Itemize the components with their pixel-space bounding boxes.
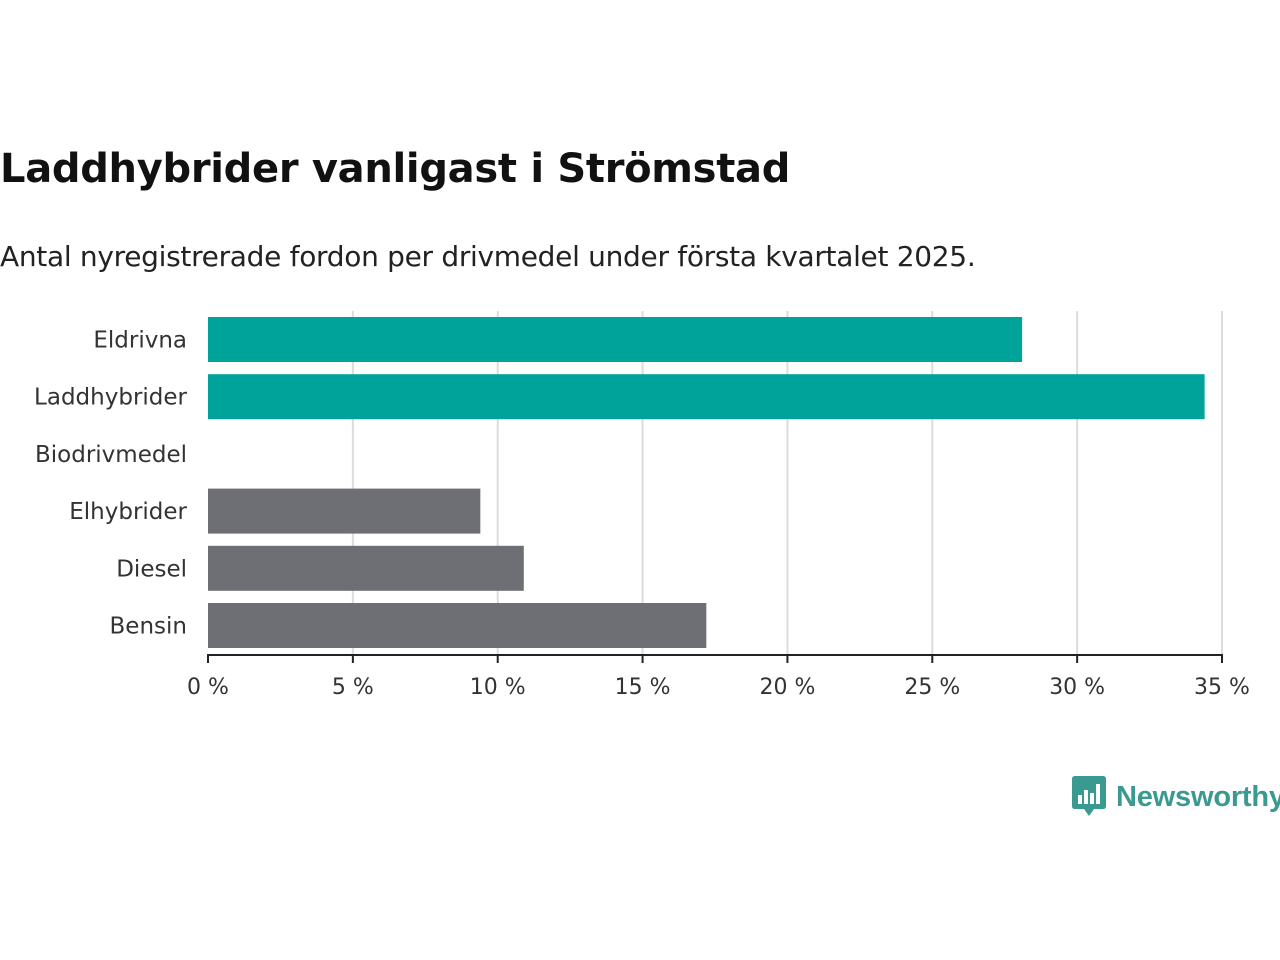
bars (208, 317, 1205, 648)
chart-subtitle: Antal nyregistrerade fordon per drivmede… (0, 240, 976, 273)
category-label: Biodrivmedel (35, 442, 187, 468)
category-label: Elhybrider (69, 499, 187, 525)
category-label: Diesel (116, 556, 187, 582)
x-tick-label: 30 % (1049, 675, 1105, 700)
bar (208, 488, 481, 534)
bar (208, 317, 1023, 362)
x-tick-label: 25 % (904, 675, 960, 700)
bar (208, 374, 1205, 420)
x-tick-label: 10 % (470, 675, 526, 700)
category-label: Laddhybrider (34, 385, 187, 411)
grid-lines (351, 311, 1223, 655)
category-label: Eldrivna (93, 328, 187, 354)
brand-logo: Newsworthy (1072, 776, 1280, 818)
bar (208, 545, 524, 591)
bar (208, 603, 707, 648)
brand-name: Newsworthy (1116, 780, 1280, 813)
newsworthy-chart-bubble-icon (1072, 776, 1106, 816)
x-axis: 0 % 5 % 10 % 15 % 20 % 25 % 30 % 35 % (187, 654, 1250, 700)
x-tick-label: 0 % (187, 675, 229, 700)
category-label: Bensin (110, 614, 187, 640)
x-tick-label: 35 % (1194, 675, 1250, 700)
category-labels: Eldrivna Laddhybrider Biodrivmedel Elhybrid… (34, 328, 187, 640)
x-tick-label: 20 % (759, 675, 815, 700)
x-tick-label: 15 % (615, 675, 671, 700)
chart-title: Laddhybrider vanligast i Strömstad (0, 146, 791, 192)
x-tick-label: 5 % (332, 675, 374, 700)
